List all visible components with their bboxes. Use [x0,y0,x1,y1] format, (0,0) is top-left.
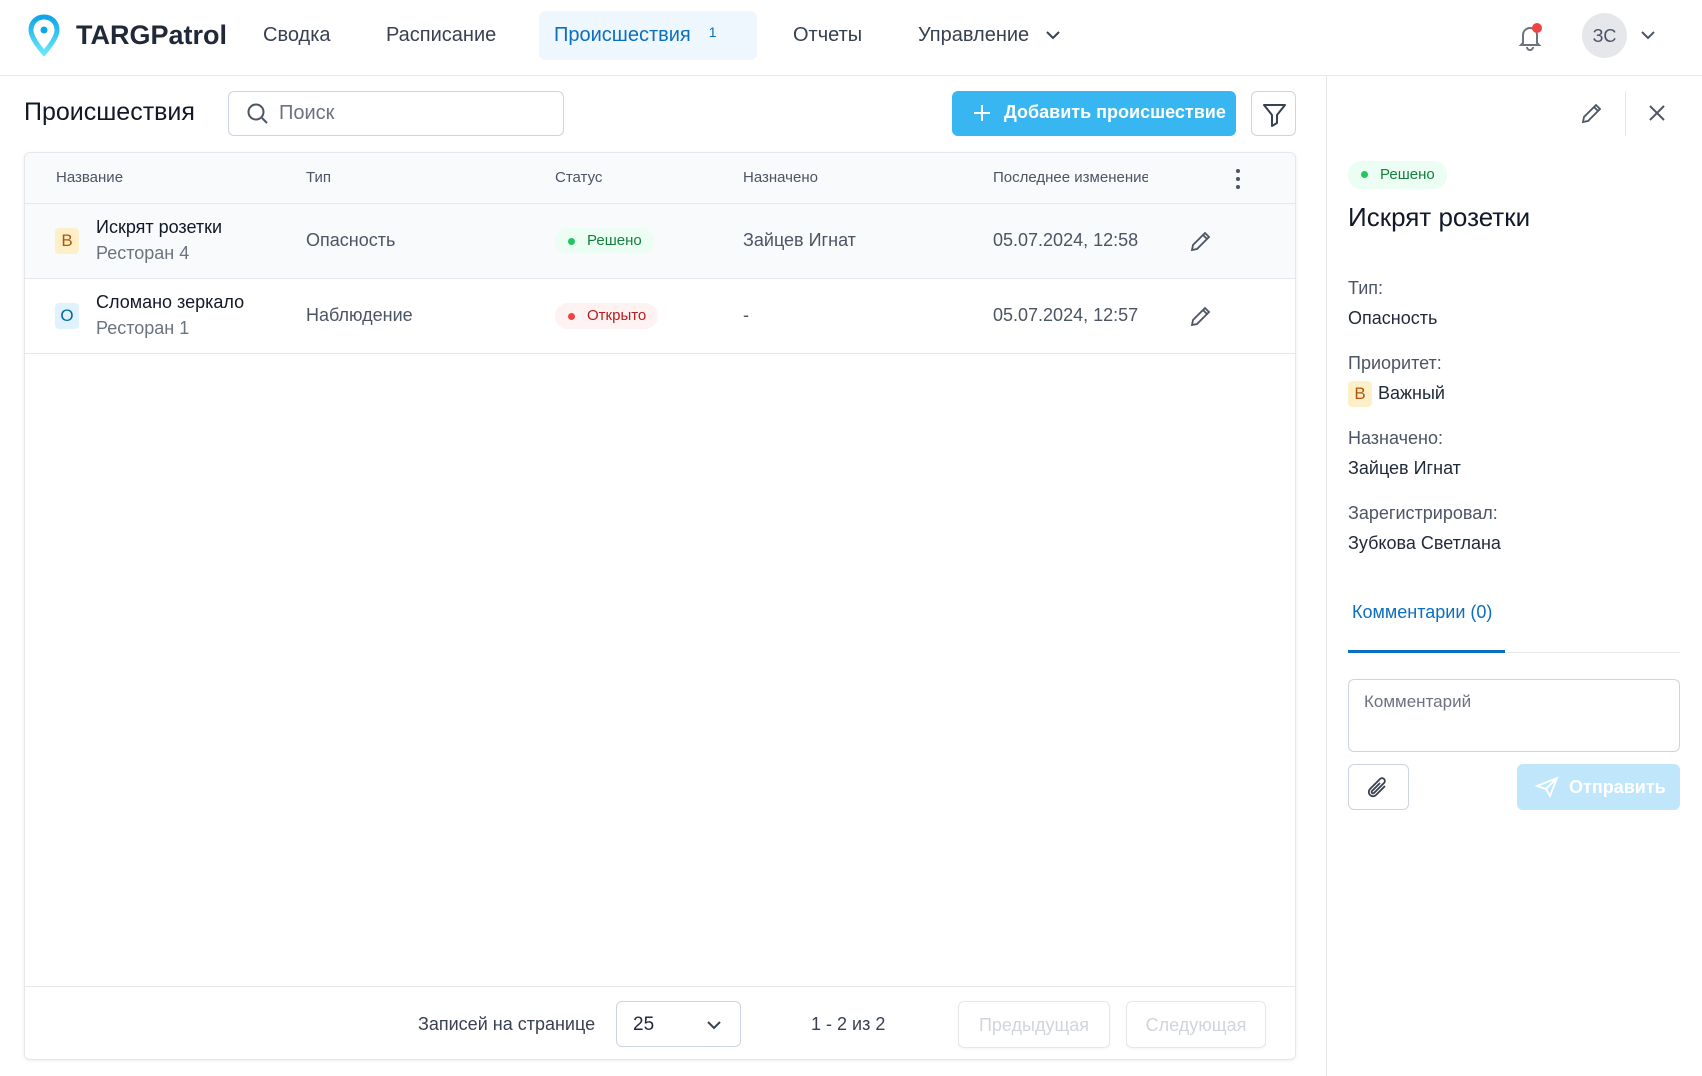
type-value: Опасность [1348,308,1438,328]
add-incident-label: Добавить происшествие [1004,102,1226,122]
incident-name: Искрят розетки [96,217,223,237]
panel-status-badge: Решено [1348,161,1447,189]
col-assigned[interactable]: Назначено [743,169,818,186]
search-icon [247,103,268,124]
send-button[interactable]: Отправить [1517,764,1680,810]
panel-title: Искрят розетки [1348,202,1531,232]
incidents-table: Название Тип Статус Назначено Последнее … [24,152,1296,1060]
filter-icon [1263,104,1286,127]
table-row[interactable]: О Сломано зеркало Ресторан 1 Наблюдение … [25,279,1295,354]
active-tab-underline [1348,650,1505,653]
plus-icon [974,105,990,121]
col-name[interactable]: Название [56,169,124,186]
avatar[interactable]: ЗС [1582,13,1627,58]
comment-input[interactable]: Комментарий [1348,679,1680,752]
nav-incidents[interactable]: Происшествия 1 [539,11,757,60]
status-badge: Решено [555,228,654,254]
nav-reports[interactable]: Отчеты [793,24,863,46]
bell-icon[interactable] [1516,22,1544,52]
search-input[interactable]: Поиск [228,91,564,136]
brand-name: TARGPatrol [76,20,228,50]
send-icon [1535,776,1559,798]
send-label: Отправить [1569,777,1666,797]
incident-detail-panel [1326,76,1702,1076]
incidents-count: 1 [708,24,717,40]
assigned-value: Зайцев Игнат [1348,458,1461,478]
registered-label: Зарегистрировал: [1348,503,1498,523]
incident-type: Опасность [306,230,396,250]
incident-location: Ресторан 1 [96,318,190,338]
pencil-icon[interactable] [1188,303,1214,329]
paperclip-icon [1367,777,1386,798]
type-label: Тип: [1348,278,1384,298]
edit-pencil-icon[interactable] [1579,100,1605,126]
per-page-value: 25 [633,1014,655,1035]
more-vertical-icon[interactable] [1235,168,1241,190]
filter-button[interactable] [1251,91,1296,136]
col-type[interactable]: Тип [306,169,332,186]
nav-management-label: Управление [918,24,1030,46]
tabs-divider [1348,652,1680,653]
assigned-label: Назначено: [1348,428,1443,448]
priority-value: Важный [1378,383,1445,403]
col-updated[interactable]: Последнее изменение [993,169,1148,186]
col-status[interactable]: Статус [555,169,603,186]
incident-assigned: - [743,305,749,325]
incident-updated: 05.07.2024, 12:58 [993,230,1139,250]
table-header: Название Тип Статус Назначено Последнее … [25,153,1295,204]
per-page-select[interactable]: 25 [616,1001,741,1047]
incident-name: Сломано зеркало [96,292,245,312]
comments-tab[interactable]: Комментарии (0) [1352,602,1493,622]
next-page-button[interactable]: Следующая [1126,1001,1266,1048]
status-badge: Открыто [555,303,659,329]
pagination: Записей на странице 25 1 - 2 из 2 Предыд… [25,986,1295,1059]
registered-value: Зубкова Светлана [1348,533,1501,553]
nav-management[interactable]: Управление [918,24,1061,47]
page-title: Происшествия [24,98,195,126]
priority-badge: В [1348,381,1372,407]
incident-type: Наблюдение [306,305,413,325]
logo-pin-icon [28,14,60,56]
incident-location: Ресторан 4 [96,243,190,263]
priority-badge: В [55,228,79,254]
page-range: 1 - 2 из 2 [811,1014,886,1034]
attach-button[interactable] [1348,764,1409,810]
account-chevron-icon[interactable] [1640,29,1656,41]
nav-summary[interactable]: Сводка [263,24,331,46]
chevron-down-icon [707,1021,721,1030]
nav-incidents-label: Происшествия [554,24,691,46]
priority-badge: О [55,303,79,329]
divider [1625,91,1626,136]
per-page-label: Записей на странице [418,1014,596,1034]
incident-assigned: Зайцев Игнат [743,230,856,250]
top-nav [0,0,1702,76]
incident-updated: 05.07.2024, 12:57 [993,305,1139,325]
priority-label: Приоритет: [1348,353,1442,373]
chevron-down-icon [1046,31,1060,40]
close-icon[interactable] [1648,104,1666,122]
table-row[interactable]: В Искрят розетки Ресторан 4 Опасность Ре… [25,204,1295,279]
add-incident-button[interactable]: Добавить происшествие [952,91,1236,136]
nav-schedule[interactable]: Расписание [386,24,497,46]
prev-page-button[interactable]: Предыдущая [958,1001,1110,1048]
pencil-icon[interactable] [1188,228,1214,254]
